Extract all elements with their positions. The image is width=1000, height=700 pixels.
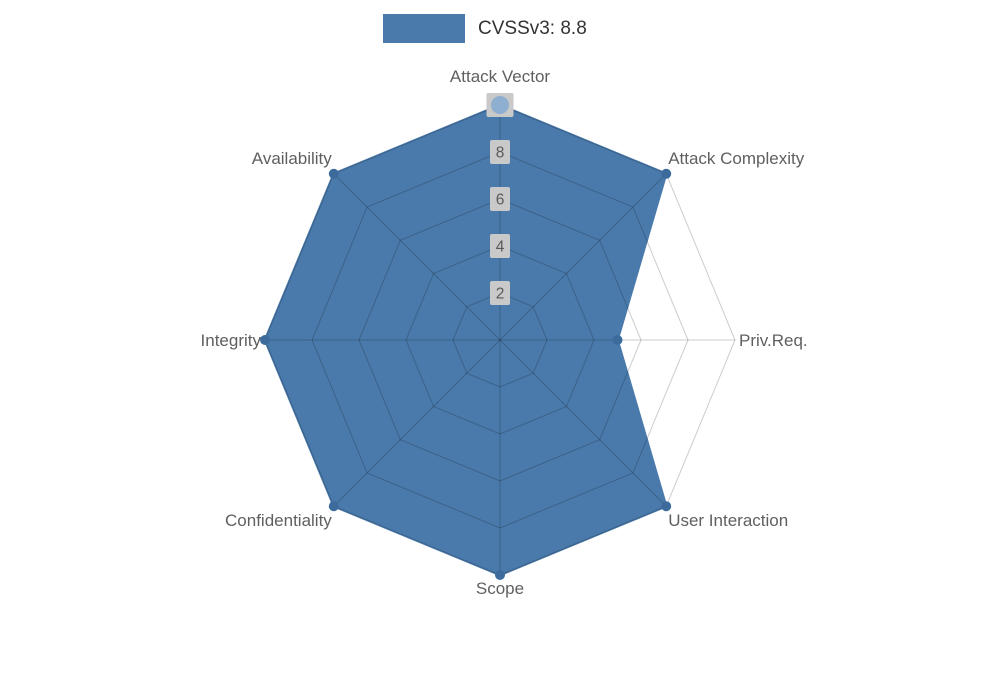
- series-marker: [328, 501, 339, 512]
- legend-swatch: [383, 14, 465, 43]
- grid-spoke: [333, 339, 501, 507]
- grid-ring: [405, 245, 595, 435]
- axis-label-availability: Availability: [252, 149, 333, 168]
- axis-label-integrity: Integrity: [201, 331, 262, 350]
- tick-label: 6: [496, 192, 505, 209]
- series-marker: [328, 168, 339, 179]
- grid-ring: [358, 198, 642, 482]
- grid-ring: [311, 151, 689, 529]
- series-marker: [612, 335, 623, 345]
- series-marker: [661, 168, 672, 179]
- tick-label-box: [490, 140, 510, 164]
- axis-label-scope: Scope: [476, 579, 524, 598]
- tick-label: 4: [496, 239, 505, 256]
- grid-ring: [452, 292, 548, 388]
- grid-spoke: [333, 173, 501, 341]
- axis-label-confidentiality: Confidentiality: [225, 511, 332, 530]
- series-marker: [260, 335, 270, 345]
- legend-label: CVSSv3: 8.8: [478, 17, 587, 39]
- tick-label: 8: [496, 145, 505, 162]
- grid-spoke: [499, 173, 667, 341]
- series-marker: [661, 501, 672, 512]
- tick-label: 2: [496, 286, 505, 303]
- grid-spoke: [499, 339, 667, 507]
- tick-label-box: [490, 281, 510, 305]
- tick-label-box: [490, 187, 510, 211]
- series-marker: [491, 96, 509, 114]
- legend-item[interactable]: CVSSv3: 8.8: [383, 14, 587, 43]
- axis-label-user-interaction: User Interaction: [668, 511, 788, 530]
- axis-label-attack-vector: Attack Vector: [450, 67, 550, 86]
- axis-label-attack-complexity: Attack Complexity: [668, 149, 805, 168]
- axis-label-priv-req: Priv.Req.: [739, 331, 808, 350]
- series-marker: [495, 570, 505, 580]
- tick-label-box: [490, 234, 510, 258]
